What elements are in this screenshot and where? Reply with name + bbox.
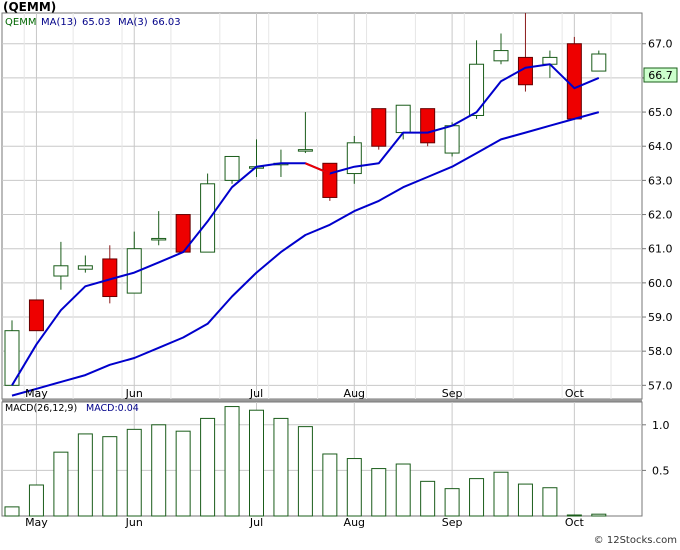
candle-down (420, 108, 436, 144)
month-label: May (25, 516, 48, 529)
month-label: May (25, 387, 48, 400)
legend-ma3-label: MA(3) (118, 17, 148, 28)
price-tick-label: 62.0 (648, 209, 673, 222)
candle-up (493, 50, 509, 62)
candle-up (469, 63, 485, 116)
candle-up (224, 155, 240, 181)
candle-up (297, 149, 313, 152)
candle-up (126, 248, 142, 294)
month-label: Jul (249, 516, 263, 529)
macd-bar (4, 506, 20, 517)
macd-bar (322, 453, 338, 517)
candle-down (322, 162, 338, 198)
price-tick-label: 65.0 (648, 106, 673, 119)
legend-ma13-value: 65.03 (82, 17, 111, 28)
legend-symbol: QEMM (5, 17, 36, 28)
macd-bar (420, 480, 436, 517)
candle-up (591, 53, 607, 72)
chart-title: (QEMM) (3, 0, 56, 14)
panel-separator (2, 399, 642, 402)
month-label: Jun (125, 516, 143, 529)
macd-bar (28, 484, 44, 517)
price-tick-label: 63.0 (648, 174, 673, 187)
macd-bar (53, 451, 69, 517)
last-price-box (643, 67, 678, 83)
macd-bar (444, 488, 460, 517)
macd-bar (591, 513, 607, 517)
month-label: Oct (565, 516, 585, 529)
candle-up (77, 265, 93, 270)
month-label: Sep (442, 516, 463, 529)
price-tick-label: 64.0 (648, 140, 673, 153)
candle-up (395, 104, 411, 134)
price-tick-label: 67.0 (648, 38, 673, 51)
macd-bar (77, 433, 93, 517)
macd-bar (566, 514, 582, 517)
last-price-label: 66.7 (648, 69, 673, 82)
legend-ma3-value: 66.03 (152, 17, 181, 28)
macd-marks (4, 406, 607, 517)
macd-y-axis: 0.5 1.0 (642, 419, 670, 477)
price-marks (4, 13, 607, 397)
price-tick-label: 59.0 (648, 311, 673, 324)
candle-down (566, 43, 582, 120)
macd-bar (102, 436, 118, 517)
price-grid (2, 13, 642, 399)
macd-tick-label: 1.0 (652, 419, 670, 432)
candle-up (53, 265, 69, 277)
candle-down (28, 299, 44, 332)
macd-legend-label: MACD(26,12,9) (5, 403, 77, 414)
macd-bar (517, 483, 533, 517)
price-tick-label: 58.0 (648, 345, 673, 358)
macd-bar (151, 424, 167, 517)
month-label: Jul (249, 387, 263, 400)
price-tick-label: 57.0 (648, 379, 673, 392)
month-label: Aug (344, 516, 365, 529)
month-label: Jun (125, 387, 143, 400)
ma13-line (11, 111, 600, 397)
month-label: Sep (442, 387, 463, 400)
price-panel-frame (1, 12, 643, 400)
macd-tick-label: 0.5 (652, 464, 670, 477)
macd-bar (469, 478, 485, 517)
ma3-down-segment (305, 162, 331, 175)
macd-bar (395, 463, 411, 517)
price-y-axis: 57.058.059.060.061.062.063.064.065.066.0… (642, 38, 673, 392)
month-labels-price: May Jun Jul Aug Sep Oct (25, 387, 584, 400)
macd-bar (273, 417, 289, 517)
month-label: Oct (565, 387, 585, 400)
macd-bar (175, 430, 191, 517)
macd-bar (297, 426, 313, 517)
macd-bar (249, 409, 264, 517)
macd-bar (493, 471, 509, 517)
candle-down (371, 108, 387, 147)
candle-up (151, 237, 167, 241)
macd-legend-value: MACD:0.04 (86, 403, 139, 414)
month-labels-macd: May Jun Jul Aug Sep Oct (25, 516, 584, 529)
candle-up (200, 183, 216, 253)
month-label: Aug (344, 387, 365, 400)
macd-bar (371, 468, 387, 517)
macd-bar (542, 487, 558, 517)
ma3-line (11, 63, 600, 386)
macd-bar (126, 428, 142, 517)
price-tick-label: 61.0 (648, 243, 673, 256)
macd-bar (200, 417, 216, 517)
macd-bar (224, 406, 240, 517)
watermark: © 12Stocks.com (594, 535, 677, 546)
legend-ma13-label: MA(13) (41, 17, 77, 28)
candle-up (444, 125, 460, 154)
macd-bar (346, 458, 362, 517)
price-tick-label: 60.0 (648, 277, 673, 290)
candle-up (4, 330, 20, 386)
